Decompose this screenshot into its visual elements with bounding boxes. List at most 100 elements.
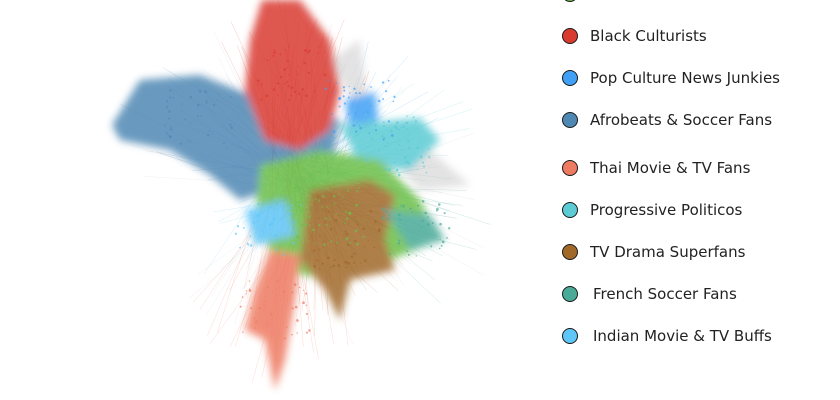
node	[275, 248, 278, 251]
node	[260, 83, 263, 86]
node	[273, 51, 276, 54]
node	[406, 160, 409, 164]
legend-item: Progressive Politicos	[562, 200, 742, 220]
node	[350, 255, 354, 259]
node	[398, 239, 401, 242]
node	[169, 96, 172, 99]
legend-item: TV Drama Superfans	[562, 242, 745, 262]
cluster-progressive-politicos	[340, 118, 440, 170]
node	[363, 83, 366, 86]
node	[318, 268, 320, 270]
node	[266, 285, 270, 289]
node	[382, 207, 385, 211]
node	[437, 203, 441, 206]
node	[318, 199, 321, 202]
node	[358, 186, 360, 189]
node	[383, 137, 385, 139]
legend-item: Pop Culture News Junkies	[562, 68, 780, 88]
node	[318, 235, 321, 238]
legend-label: Thai Movie & TV Fans	[590, 159, 751, 177]
node	[264, 300, 267, 303]
node	[342, 95, 345, 98]
node	[338, 105, 341, 108]
node	[398, 218, 402, 221]
node	[322, 246, 325, 248]
node	[373, 246, 376, 249]
node	[305, 304, 308, 307]
node	[241, 296, 244, 298]
node	[314, 198, 317, 201]
node	[431, 222, 434, 225]
node	[277, 94, 279, 96]
node	[378, 229, 381, 231]
node	[165, 131, 168, 134]
node	[196, 103, 200, 107]
node	[348, 212, 352, 215]
legend-swatch	[562, 328, 578, 344]
node	[383, 125, 385, 127]
node	[303, 61, 306, 65]
node	[383, 121, 385, 123]
node	[398, 128, 401, 131]
node	[292, 242, 295, 245]
node	[388, 168, 391, 172]
node	[332, 130, 336, 134]
node	[393, 161, 396, 164]
node	[338, 96, 342, 100]
node	[280, 218, 282, 221]
node	[301, 88, 304, 91]
legend-label: Blockbuster Movie Fans	[590, 0, 766, 3]
node	[404, 161, 407, 164]
legend-label: French Soccer Fans	[593, 285, 737, 303]
node	[263, 303, 265, 305]
node	[386, 141, 389, 144]
node	[254, 327, 257, 330]
node	[204, 90, 208, 94]
node	[308, 49, 311, 52]
node	[345, 232, 349, 236]
node	[333, 203, 336, 205]
node	[294, 186, 297, 190]
node	[419, 155, 423, 159]
node	[393, 95, 396, 98]
node	[305, 94, 308, 98]
node	[344, 230, 347, 233]
node	[273, 214, 275, 216]
node	[282, 253, 285, 256]
node	[189, 122, 192, 125]
node	[389, 252, 391, 255]
cluster-thai-movie-tv	[245, 250, 300, 390]
node	[313, 265, 316, 268]
node	[287, 98, 290, 101]
node	[332, 264, 336, 268]
node	[430, 245, 433, 248]
node	[427, 147, 430, 150]
node	[288, 206, 291, 210]
node	[276, 280, 279, 283]
node	[262, 230, 264, 233]
node	[211, 132, 214, 135]
node	[364, 114, 367, 117]
node	[292, 232, 295, 235]
node	[306, 51, 310, 54]
node	[313, 249, 316, 252]
node	[345, 238, 348, 241]
node	[426, 223, 430, 226]
node	[266, 59, 269, 62]
node	[403, 155, 407, 159]
network-graph	[112, 0, 491, 390]
node	[245, 290, 248, 292]
node	[268, 223, 272, 227]
node	[318, 224, 321, 227]
node	[325, 224, 328, 226]
community-clusters	[112, 0, 470, 390]
node	[367, 239, 370, 242]
node	[317, 51, 320, 54]
node	[279, 53, 282, 56]
node	[400, 231, 402, 233]
node	[169, 128, 173, 131]
node	[406, 115, 408, 117]
node	[287, 299, 289, 301]
node	[385, 210, 388, 213]
node	[408, 147, 411, 150]
